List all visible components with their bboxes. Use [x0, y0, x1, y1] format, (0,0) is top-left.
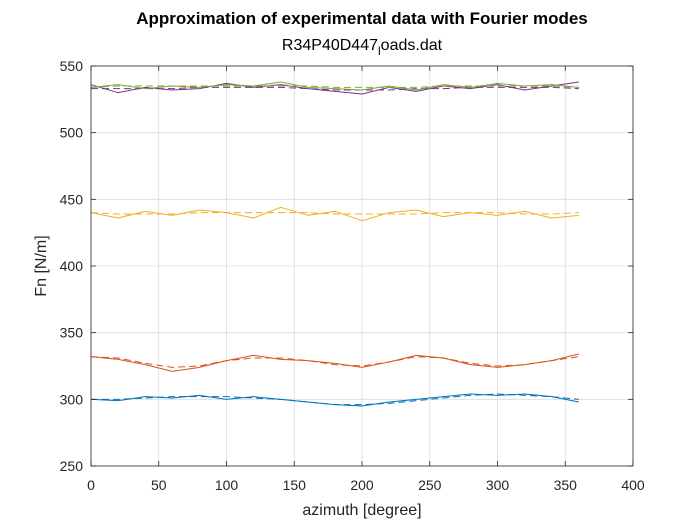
series-1 [90, 393, 579, 407]
y-axis-label: Fn [N/m] [33, 235, 50, 296]
y-tick-label: 350 [60, 325, 84, 341]
ticks: 0 50 100 150 200 250 300 350 400 250 300 350 400 450 5… [60, 58, 645, 493]
subtitle-tail: oads.dat [381, 37, 443, 54]
subtitle-subscript: l [378, 44, 381, 58]
fourier-fit-line [91, 86, 579, 91]
series-4 [90, 81, 579, 95]
x-tick-label: 350 [554, 477, 578, 493]
x-tick-label: 300 [486, 477, 510, 493]
y-tick-label: 300 [60, 391, 84, 407]
x-tick-label: 200 [350, 477, 374, 493]
y-tick-label: 550 [60, 58, 84, 74]
series-layer [90, 81, 579, 407]
x-tick-label: 50 [151, 477, 167, 493]
experimental-line [90, 206, 579, 222]
subtitle-main: R34P40D447 [282, 37, 378, 54]
experimental-line [90, 81, 579, 95]
x-tick-label: 150 [283, 477, 307, 493]
y-tick-label: 450 [60, 191, 84, 207]
x-tick-label: 100 [215, 477, 239, 493]
fourier-fit-line [90, 212, 579, 215]
x-tick-label: 400 [621, 477, 645, 493]
y-tick-label: 250 [60, 458, 84, 474]
x-tick-label: 250 [418, 477, 442, 493]
chart-subtitle: R34P40D447loads.dat [282, 37, 443, 58]
y-tick-label: 500 [60, 125, 84, 141]
experimental-line [90, 353, 579, 372]
fourier-fit-line [90, 85, 579, 88]
fourier-fit-line [90, 356, 579, 368]
x-axis-label: azimuth [degree] [302, 502, 421, 519]
y-tick-label: 400 [60, 258, 84, 274]
series-5 [90, 81, 579, 91]
chart-title: Approximation of experimental data with … [136, 9, 588, 28]
series-2 [90, 353, 579, 372]
fourier-fit-line [91, 393, 579, 406]
series-3 [90, 206, 579, 222]
x-tick-label: 0 [87, 477, 95, 493]
